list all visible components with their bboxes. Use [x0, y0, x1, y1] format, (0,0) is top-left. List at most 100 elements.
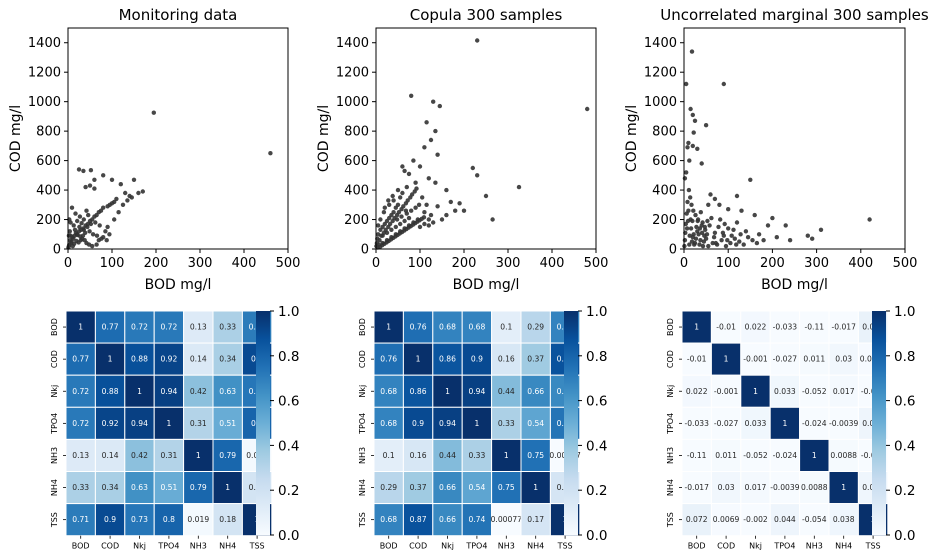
heatmap-cell: [373, 471, 404, 505]
data-point: [712, 230, 718, 235]
cell-value-label: -0.054: [802, 515, 827, 524]
scatter-points: [66, 110, 273, 250]
colorbar-tick-label: 0.2: [586, 483, 607, 499]
data-point: [93, 220, 98, 225]
data-point: [398, 221, 403, 227]
cell-value-label: 0.044: [774, 515, 796, 524]
data-point: [721, 81, 726, 87]
heatmap-cell: [94, 310, 126, 344]
colorbar-tick-label: 0.8: [894, 349, 915, 365]
cell-value-label: 0.92: [160, 355, 177, 364]
data-point: [708, 192, 713, 197]
data-point: [695, 146, 700, 151]
heatmap-cell: [402, 310, 434, 344]
cell-value-label: -0.024: [773, 451, 798, 460]
cell-value-label: 0.29: [380, 483, 397, 492]
data-point: [123, 190, 128, 196]
heatmap-cell: [65, 406, 96, 440]
column-label: NH4: [835, 542, 852, 551]
heatmap-panel-1: 1 0.77 0.72 0.72 0.13 0.33 0.71 0.77 1 0.88 0.92 0.…: [50, 304, 299, 551]
data-point: [437, 103, 442, 109]
data-point: [87, 183, 93, 188]
cell-value-label: 0.33: [219, 323, 236, 332]
colorbar-tick-label: 1.0: [586, 304, 607, 320]
heatmap-cell: [402, 406, 434, 440]
data-point: [404, 184, 409, 190]
data-point: [726, 226, 731, 231]
heatmap-cell: [124, 310, 155, 344]
row-label: TSS: [358, 512, 367, 528]
cell-value-label: 0.33: [72, 483, 89, 492]
data-point: [393, 224, 398, 230]
colorbar: [872, 311, 886, 535]
column-label: COD: [101, 542, 119, 551]
cell-value-label: -0.027: [714, 419, 739, 428]
data-point: [696, 232, 701, 237]
cell-value-label: 0.33: [498, 419, 515, 428]
cell-value-label: 0.0069: [713, 515, 740, 524]
data-point: [409, 192, 415, 197]
column-label: NH3: [190, 542, 207, 551]
data-point: [417, 224, 423, 230]
data-point: [422, 210, 427, 215]
data-point: [698, 210, 703, 215]
row-label: NH4: [666, 479, 675, 496]
data-point: [378, 227, 383, 232]
cell-value-label: -0.027: [773, 355, 798, 364]
colorbar-tick-label: 0.4: [894, 438, 915, 454]
colorbar-tick-label: 0.6: [894, 394, 915, 410]
column-label: TSS: [249, 542, 265, 551]
data-point: [448, 199, 453, 205]
data-point: [705, 218, 710, 224]
cell-value-label: 0.63: [219, 387, 236, 396]
data-point: [390, 193, 395, 199]
data-point: [384, 230, 390, 235]
data-point: [685, 145, 690, 150]
colorbar: [256, 311, 270, 535]
data-point: [726, 207, 731, 212]
row-label: TPO4: [666, 413, 675, 435]
heatmap-cell: [769, 471, 801, 505]
data-point: [703, 123, 709, 128]
data-point: [69, 205, 75, 210]
cell-value-label: 0.86: [439, 355, 456, 364]
x-tick-label: 200: [452, 256, 477, 271]
data-point: [711, 235, 717, 240]
y-tick-label: 1000: [28, 95, 61, 110]
row-label: BOD: [50, 318, 59, 336]
data-point: [698, 238, 703, 243]
data-point: [692, 118, 698, 124]
cell-value-label: 0.011: [803, 355, 825, 364]
data-point: [129, 195, 134, 200]
column-label: NH4: [527, 542, 544, 551]
data-point: [381, 210, 387, 215]
data-point: [694, 224, 699, 230]
data-point: [87, 229, 92, 234]
data-point: [737, 239, 742, 244]
cell-value-label: 0.74: [468, 515, 485, 524]
y-tick-label: 1400: [336, 36, 369, 51]
heatmap-cell: [681, 406, 712, 440]
heatmap-cell: [799, 342, 830, 376]
cell-value-label: 0.16: [410, 451, 427, 460]
row-label: NH3: [666, 447, 675, 464]
data-point: [71, 236, 76, 241]
data-point: [748, 177, 753, 182]
cell-value-label: 0.1: [500, 323, 512, 332]
heatmap-cell: [769, 310, 801, 344]
cell-value-label: 0.33: [468, 451, 485, 460]
x-tick-label: 200: [144, 256, 169, 271]
row-label: NH4: [50, 479, 59, 496]
data-point: [718, 217, 723, 222]
data-point: [426, 176, 431, 181]
cell-value-label: -0.052: [802, 387, 827, 396]
cell-value-label: 0.017: [745, 483, 767, 492]
data-point: [105, 224, 110, 230]
heatmap-cell: [740, 438, 771, 472]
data-point: [688, 226, 694, 231]
x-tick-label: 0: [372, 256, 380, 271]
cell-value-label: 0.0088: [830, 451, 857, 460]
y-tick-label: 400: [344, 184, 369, 199]
cell-value-label: 0.68: [468, 323, 485, 332]
